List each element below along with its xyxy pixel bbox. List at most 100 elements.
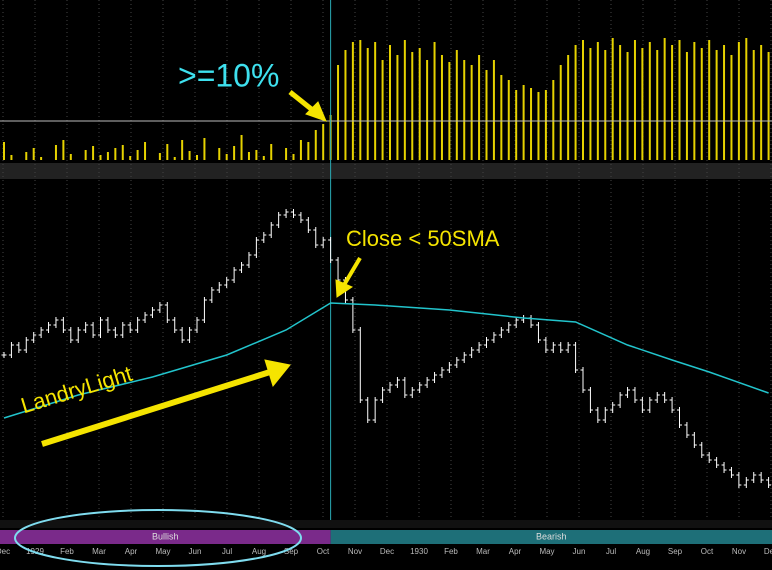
price-bar bbox=[83, 322, 89, 333]
indicator-bar bbox=[715, 50, 718, 160]
indicator-bar bbox=[485, 70, 488, 160]
arrow bbox=[342, 256, 362, 287]
x-tick-label: Mar bbox=[476, 547, 490, 556]
indicator-bar bbox=[448, 62, 451, 160]
price-bar bbox=[677, 407, 682, 428]
regime-band bbox=[0, 530, 331, 544]
price-bar bbox=[706, 452, 712, 463]
indicator-bar bbox=[455, 50, 458, 160]
x-tick-label: Mar bbox=[92, 547, 106, 556]
x-tick-label: Apr bbox=[509, 547, 522, 556]
indicator-bar bbox=[411, 52, 414, 160]
indicator-bar bbox=[374, 42, 377, 160]
price-bar bbox=[350, 297, 356, 333]
indicator-bar bbox=[507, 80, 510, 160]
indicator-bar bbox=[292, 154, 295, 160]
indicator-bar bbox=[619, 45, 622, 160]
price-bar bbox=[298, 212, 304, 223]
indicator-bar bbox=[84, 150, 87, 160]
price-bar bbox=[23, 337, 29, 353]
indicator-bar bbox=[426, 60, 429, 160]
price-bar bbox=[491, 332, 497, 343]
annotation: Close < 50SMA bbox=[346, 226, 500, 251]
indicator-bar bbox=[492, 60, 495, 160]
indicator-bar bbox=[604, 50, 607, 160]
x-tick-label: Aug bbox=[636, 547, 650, 556]
indicator-bar bbox=[574, 45, 577, 160]
price-bar bbox=[728, 467, 734, 478]
price-bar bbox=[142, 312, 148, 323]
price-bar bbox=[639, 397, 645, 413]
indicator-bar bbox=[299, 140, 302, 160]
price-bar bbox=[246, 252, 252, 268]
price-bar bbox=[187, 327, 193, 343]
x-tick-label: Nov bbox=[348, 547, 362, 556]
panel-divider bbox=[0, 520, 772, 528]
indicator-bar bbox=[203, 138, 206, 160]
indicator-bar bbox=[440, 55, 443, 160]
indicator-bar bbox=[567, 55, 570, 160]
indicator-bar bbox=[559, 65, 562, 160]
indicator-bar bbox=[641, 48, 644, 160]
price-bar bbox=[446, 362, 452, 373]
price-bar bbox=[580, 367, 586, 393]
indicator-bar bbox=[671, 45, 674, 160]
price-bar bbox=[320, 237, 326, 248]
price-bar bbox=[669, 397, 675, 413]
price-bar bbox=[313, 227, 319, 248]
price-bar bbox=[98, 317, 103, 338]
indicator-bar bbox=[99, 155, 102, 160]
price-bar bbox=[498, 327, 504, 338]
indicator-bar bbox=[760, 45, 763, 160]
price-bar bbox=[179, 327, 185, 343]
indicator-bar bbox=[767, 52, 770, 160]
price-bar bbox=[335, 257, 341, 283]
x-tick-label: Sep bbox=[668, 547, 683, 556]
indicator-bar bbox=[158, 153, 161, 160]
indicator-bar bbox=[54, 145, 57, 160]
indicator-bar bbox=[433, 42, 436, 160]
price-bar bbox=[53, 317, 59, 328]
indicator-bar bbox=[314, 130, 317, 160]
price-bar bbox=[276, 212, 282, 228]
arrow bbox=[41, 369, 271, 447]
x-tick-label: Jun bbox=[189, 547, 202, 556]
price-bar bbox=[394, 377, 400, 388]
price-bar bbox=[1, 352, 7, 358]
price-bar bbox=[46, 322, 52, 333]
regime-label: Bullish bbox=[152, 531, 179, 541]
price-bar bbox=[602, 407, 608, 423]
price-bar bbox=[305, 217, 311, 233]
panel-divider bbox=[0, 163, 772, 179]
x-tick-label: Oct bbox=[701, 547, 714, 556]
price-bar bbox=[157, 302, 163, 313]
price-bar bbox=[372, 397, 378, 423]
price-bar bbox=[149, 307, 155, 318]
x-tick-label: Dec bbox=[0, 547, 10, 556]
x-tick-label: Jul bbox=[222, 547, 232, 556]
indicator-bar bbox=[69, 154, 72, 160]
indicator-bar bbox=[522, 85, 525, 160]
price-bar bbox=[469, 347, 475, 358]
indicator-bar bbox=[396, 55, 399, 160]
highlight-ellipse bbox=[14, 509, 302, 567]
price-bar bbox=[417, 382, 423, 393]
indicator-bar bbox=[685, 52, 688, 160]
indicator-bar bbox=[596, 42, 599, 160]
indicator-bar bbox=[500, 75, 503, 160]
price-bar bbox=[654, 392, 660, 403]
x-tick-label: Oct bbox=[317, 547, 330, 556]
price-bar bbox=[402, 377, 408, 398]
price-bar bbox=[610, 402, 616, 413]
indicator-bar bbox=[240, 135, 243, 160]
price-bar bbox=[291, 209, 296, 218]
indicator-bar bbox=[381, 60, 384, 160]
indicator-bar bbox=[307, 142, 310, 160]
price-bar bbox=[647, 397, 653, 413]
price-bar bbox=[16, 342, 22, 353]
indicator-bar bbox=[121, 145, 124, 160]
price-bar bbox=[90, 322, 96, 338]
price-bar bbox=[454, 357, 460, 368]
